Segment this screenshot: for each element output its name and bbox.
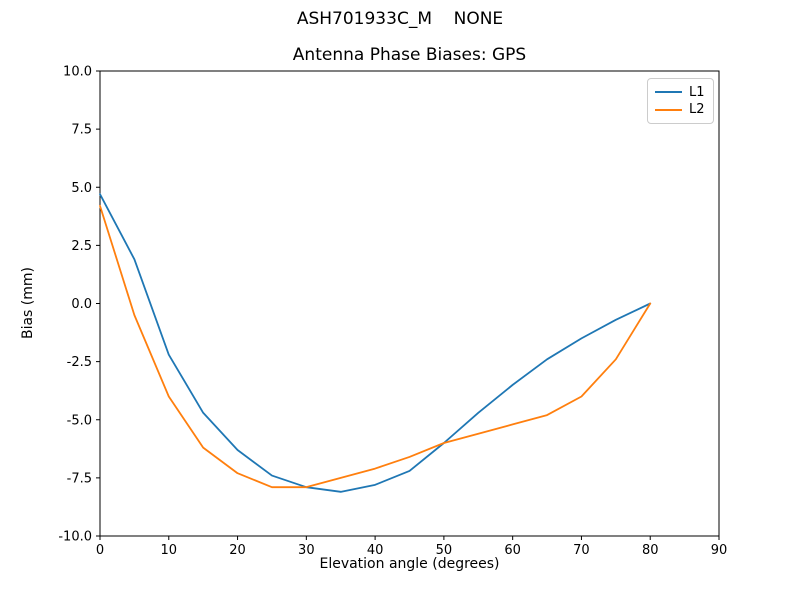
series-line-L2 [99,204,652,489]
legend-entry-L1: L1 [655,86,706,99]
y-tick-label: 0.0 [71,297,92,312]
y-tick-label: -5.0 [67,413,92,428]
x-tick-label: 80 [642,543,659,558]
x-tick-label: 60 [504,543,521,558]
x-tick-label: 20 [229,543,246,558]
y-tick-label: 5.0 [71,181,92,196]
y-tick-label: 2.5 [71,239,92,254]
legend-label-L1: L1 [689,84,705,100]
x-tick-label: 90 [711,543,728,558]
x-tick-label: 10 [161,543,178,558]
legend-line-L2 [655,108,682,112]
x-tick-label: 40 [367,543,384,558]
series-line-L1 [99,193,652,493]
x-tick-label: 70 [573,543,590,558]
y-tick-label: -2.5 [67,355,92,370]
y-tick-label: 10.0 [63,65,92,80]
x-tick-label: 30 [298,543,315,558]
x-tick-label: 0 [96,543,104,558]
chart-title: Antenna Phase Biases: GPS [292,45,527,65]
plot-border [99,70,720,537]
legend-entry-L2: L2 [655,103,706,116]
legend-line-L1 [655,90,682,94]
x-axis-label: Elevation angle (degrees) [319,556,500,572]
figure-suptitle: ASH701933C_M NONE [296,9,504,29]
y-tick-label: -7.5 [67,471,92,486]
legend-label-L2: L2 [689,102,705,118]
y-tick-label: 7.5 [71,123,92,138]
y-tick-label: -10.0 [58,530,92,545]
legend: L1 L2 [647,78,714,124]
x-tick-label: 50 [436,543,453,558]
y-axis-label: Bias (mm) [20,266,36,340]
